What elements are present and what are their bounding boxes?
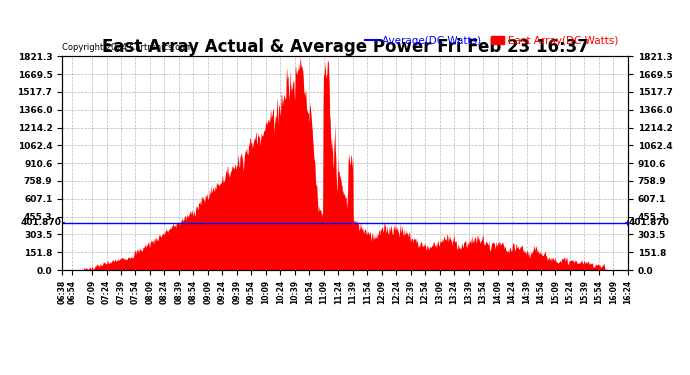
Text: 401.870: 401.870 [629, 218, 669, 227]
Text: Copyright 2024 Cartronics.com: Copyright 2024 Cartronics.com [62, 44, 193, 52]
Title: East Array Actual & Average Power Fri Feb 23 16:37: East Array Actual & Average Power Fri Fe… [101, 38, 589, 56]
Text: 401.870: 401.870 [21, 218, 61, 227]
Legend: Average(DC Watts), East Array(DC Watts): Average(DC Watts), East Array(DC Watts) [361, 32, 622, 50]
